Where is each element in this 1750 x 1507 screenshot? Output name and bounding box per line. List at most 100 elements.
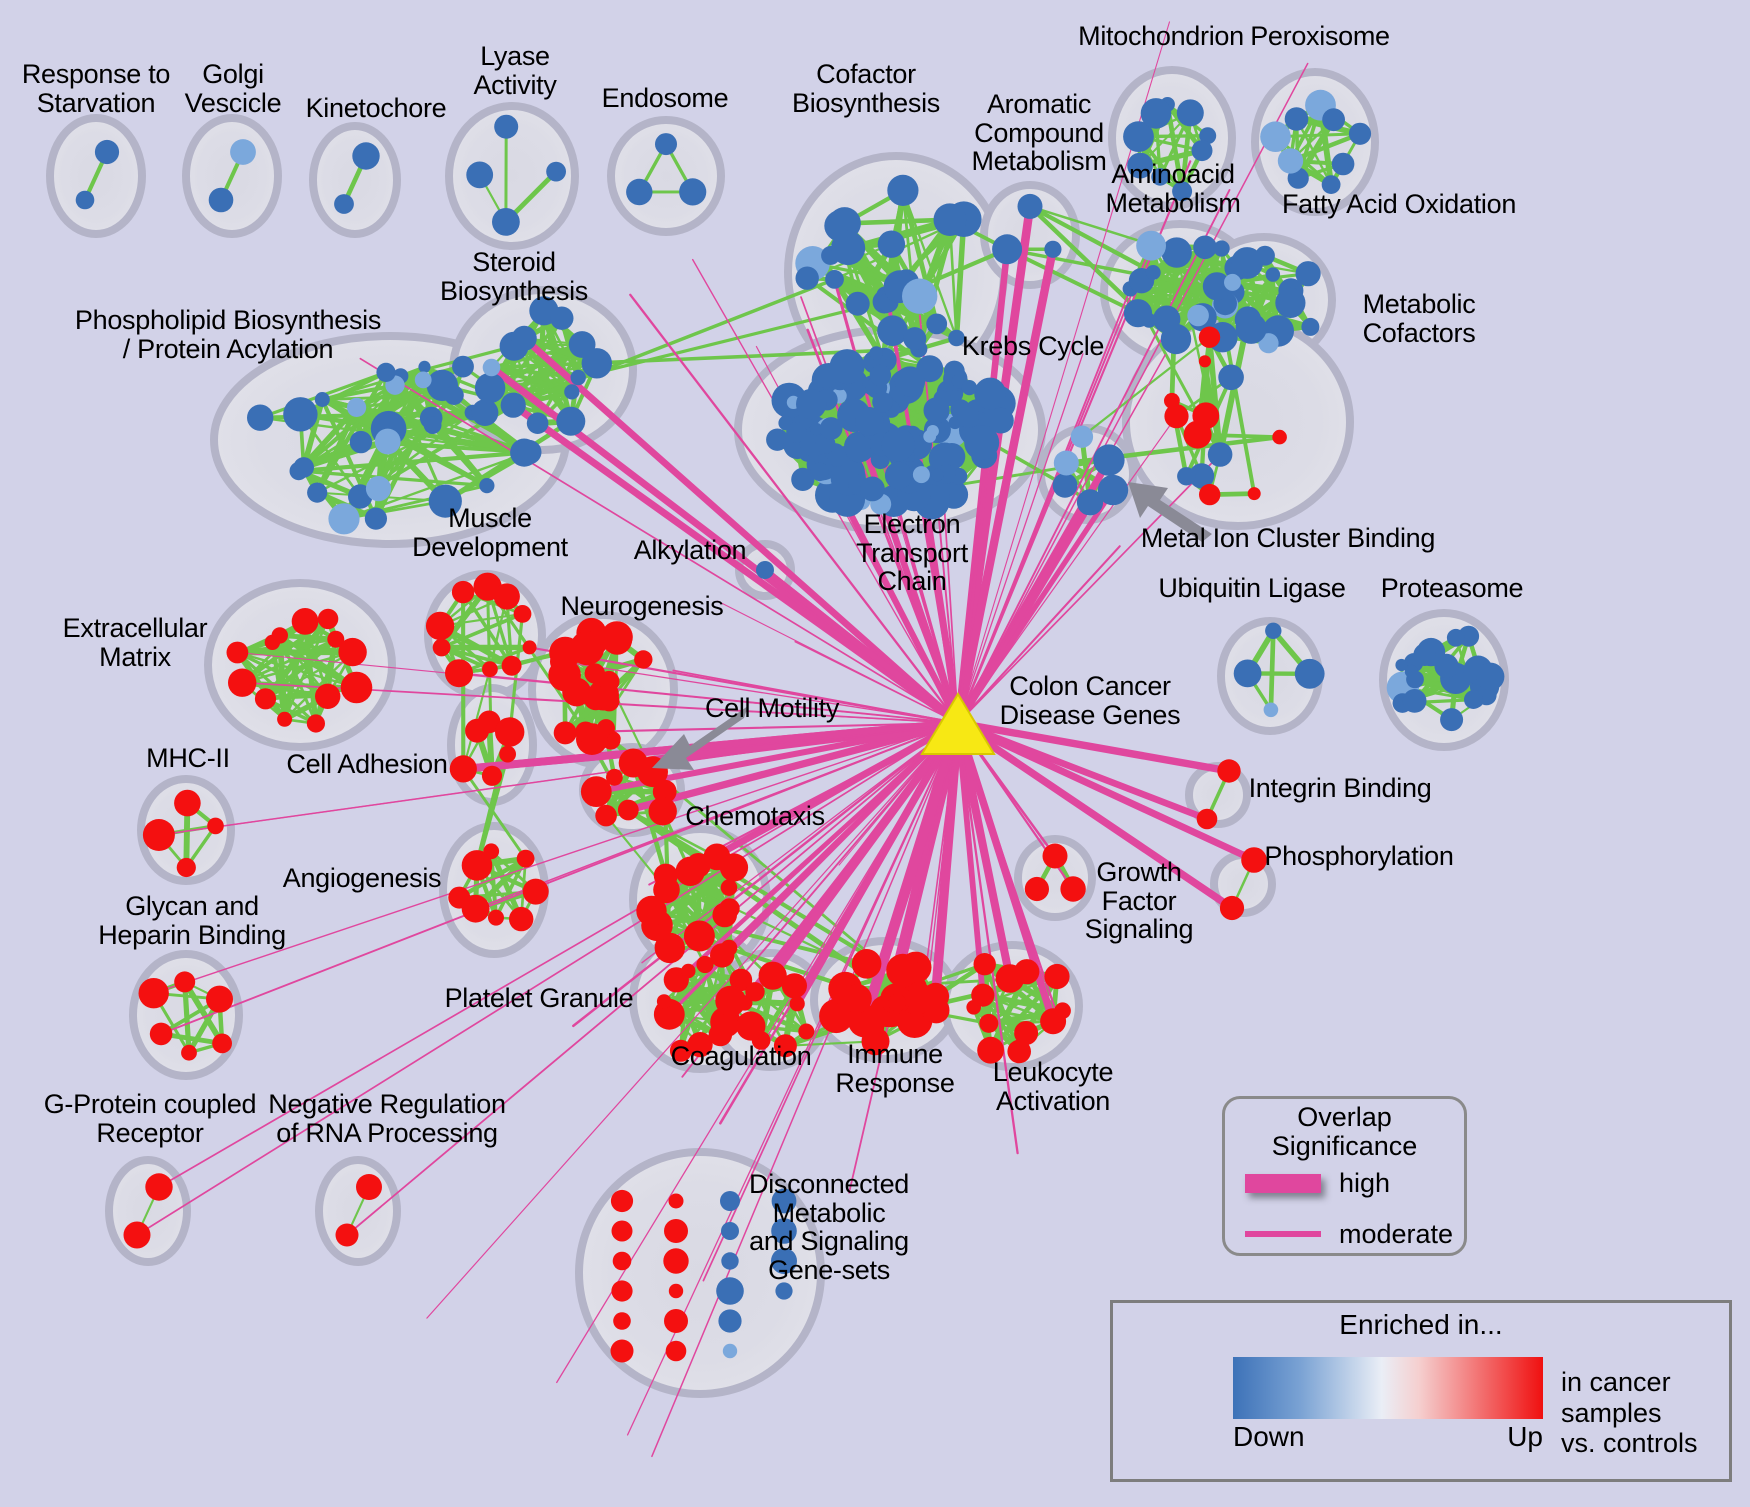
gene-set-node[interactable] <box>729 968 753 992</box>
gene-set-node[interactable] <box>553 721 577 745</box>
gene-set-node[interactable] <box>1070 425 1094 448</box>
gene-set-node[interactable] <box>1164 404 1189 429</box>
gene-set-node[interactable] <box>349 430 373 454</box>
gene-set-node[interactable] <box>1017 193 1043 219</box>
gene-set-node[interactable] <box>328 503 360 535</box>
gene-set-node[interactable] <box>364 507 387 530</box>
gene-set-node[interactable] <box>1413 643 1436 666</box>
gene-set-node[interactable] <box>423 416 442 434</box>
gene-set-node[interactable] <box>664 1309 688 1333</box>
gene-set-node[interactable] <box>123 1221 151 1249</box>
gene-set-node[interactable] <box>1258 333 1279 354</box>
gene-set-node[interactable] <box>1040 1008 1067 1035</box>
gene-set-node[interactable] <box>844 431 875 463</box>
gene-set-node[interactable] <box>912 466 930 484</box>
gene-set-node[interactable] <box>851 949 882 979</box>
gene-set-node[interactable] <box>1052 472 1078 498</box>
gene-set-node[interactable] <box>756 561 774 579</box>
gene-set-node[interactable] <box>1199 127 1217 145</box>
gene-set-node[interactable] <box>758 961 787 990</box>
gene-set-node[interactable] <box>902 278 938 314</box>
gene-set-node[interactable] <box>722 1343 738 1359</box>
gene-set-node[interactable] <box>581 348 612 379</box>
gene-set-node[interactable] <box>595 804 617 827</box>
gene-set-node[interactable] <box>1127 152 1153 179</box>
gene-set-node[interactable] <box>1199 483 1221 506</box>
gene-set-node[interactable] <box>669 1039 692 1062</box>
gene-set-node[interactable] <box>708 1022 733 1047</box>
gene-set-node[interactable] <box>314 392 330 407</box>
gene-set-node[interactable] <box>665 1340 687 1362</box>
gene-set-node[interactable] <box>1202 272 1231 301</box>
gene-set-node[interactable] <box>212 1033 233 1054</box>
gene-set-node[interactable] <box>481 765 503 786</box>
gene-set-node[interactable] <box>1272 429 1287 445</box>
gene-set-node[interactable] <box>781 973 808 999</box>
gene-set-node[interactable] <box>626 178 653 206</box>
gene-set-node[interactable] <box>1024 876 1049 902</box>
gene-set-node[interactable] <box>315 683 341 709</box>
gene-set-node[interactable] <box>228 668 257 697</box>
gene-set-node[interactable] <box>334 194 354 214</box>
gene-set-node[interactable] <box>675 856 705 886</box>
gene-set-node[interactable] <box>974 377 1006 410</box>
gene-set-node[interactable] <box>831 230 866 266</box>
gene-set-node[interactable] <box>1014 959 1040 985</box>
gene-set-node[interactable] <box>612 1251 632 1271</box>
gene-set-node[interactable] <box>771 1248 797 1274</box>
gene-set-node[interactable] <box>548 658 581 692</box>
gene-set-node[interactable] <box>1446 628 1465 647</box>
gene-set-node[interactable] <box>181 1044 197 1061</box>
gene-set-node[interactable] <box>522 878 549 905</box>
gene-set-node[interactable] <box>145 1173 173 1201</box>
gene-set-node[interactable] <box>819 417 843 440</box>
gene-set-node[interactable] <box>1265 267 1281 282</box>
gene-set-node[interactable] <box>501 655 522 676</box>
gene-set-node[interactable] <box>712 902 737 928</box>
gene-set-node[interactable] <box>1277 148 1304 174</box>
gene-set-node[interactable] <box>773 1034 797 1058</box>
gene-set-node[interactable] <box>656 994 672 1009</box>
gene-set-node[interactable] <box>1189 463 1215 489</box>
gene-set-node[interactable] <box>1198 326 1221 348</box>
gene-set-node[interactable] <box>1402 689 1427 713</box>
gene-set-node[interactable] <box>1301 317 1320 336</box>
gene-set-node[interactable] <box>1476 662 1505 691</box>
gene-set-node[interactable] <box>1464 690 1483 709</box>
gene-set-node[interactable] <box>1348 122 1372 145</box>
gene-set-node[interactable] <box>1440 708 1464 732</box>
gene-set-node[interactable] <box>206 985 233 1013</box>
gene-set-node[interactable] <box>526 412 549 435</box>
gene-set-node[interactable] <box>1153 305 1181 333</box>
gene-set-node[interactable] <box>1196 808 1218 830</box>
gene-set-node[interactable] <box>859 1014 885 1040</box>
gene-set-node[interactable] <box>247 404 274 431</box>
gene-set-node[interactable] <box>452 355 474 378</box>
gene-set-node[interactable] <box>791 467 815 491</box>
gene-set-node[interactable] <box>513 605 532 623</box>
gene-set-node[interactable] <box>1217 759 1241 783</box>
gene-set-node[interactable] <box>575 721 596 743</box>
gene-set-node[interactable] <box>617 799 639 821</box>
gene-set-node[interactable] <box>1187 304 1209 327</box>
gene-set-node[interactable] <box>1176 99 1204 127</box>
gene-set-node[interactable] <box>611 1280 633 1302</box>
gene-set-node[interactable] <box>516 849 535 868</box>
gene-set-node[interactable] <box>338 637 367 667</box>
gene-set-node[interactable] <box>1123 121 1154 152</box>
gene-set-node[interactable] <box>681 963 696 979</box>
gene-set-node[interactable] <box>886 953 920 988</box>
gene-set-node[interactable] <box>584 663 605 684</box>
gene-set-node[interactable] <box>449 755 477 783</box>
gene-set-node[interactable] <box>75 190 95 210</box>
gene-set-node[interactable] <box>668 1283 684 1299</box>
gene-set-node[interactable] <box>655 133 677 156</box>
gene-set-node[interactable] <box>1284 107 1309 131</box>
gene-set-node[interactable] <box>356 1174 382 1200</box>
gene-set-node[interactable] <box>570 369 586 386</box>
gene-set-node[interactable] <box>825 270 844 289</box>
gene-set-node[interactable] <box>1263 702 1279 718</box>
gene-set-node[interactable] <box>174 789 201 817</box>
gene-set-node[interactable] <box>306 714 325 733</box>
gene-set-node[interactable] <box>652 779 677 804</box>
